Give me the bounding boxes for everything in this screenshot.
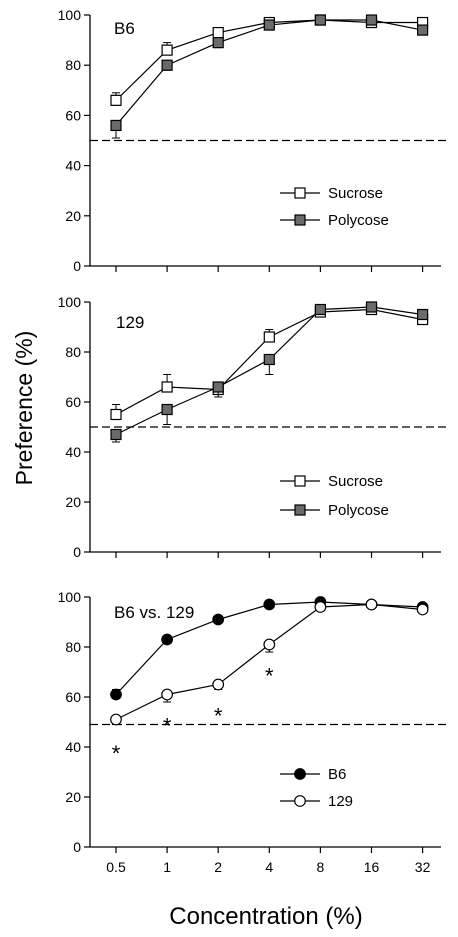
series-line — [115, 19, 423, 126]
marker-legend-1 — [294, 504, 306, 516]
marker-legend-0 — [294, 475, 306, 487]
panel-title: B6 vs. 129 — [114, 603, 194, 622]
marker-4 — [314, 303, 326, 316]
series-1 — [110, 301, 429, 443]
chart-panel-2: 0 20 40 60 80 100 0.5 1 2 4 8 16 32 B6 vs. 129 B6 129 * *… — [58, 589, 446, 875]
x-tick-label: 0.5 — [106, 859, 126, 875]
y-tick-label: 80 — [65, 57, 81, 73]
marker-1 — [161, 688, 174, 701]
marker-1 — [161, 403, 173, 416]
y-tick-label: 20 — [65, 494, 81, 510]
x-tick-label: 4 — [265, 859, 273, 875]
marker-2 — [212, 381, 224, 393]
marker-1 — [161, 44, 173, 56]
series-1 — [110, 598, 429, 726]
y-tick-label: 0 — [73, 544, 81, 560]
marker-2 — [212, 613, 225, 626]
marker-6 — [416, 603, 429, 616]
marker-1 — [161, 381, 173, 393]
marker-3 — [263, 353, 275, 366]
y-tick-label: 80 — [65, 344, 81, 360]
y-tick-label: 100 — [58, 589, 82, 605]
chart-panel-1: 0 20 40 60 80 100 129 Sucrose Polycose — [58, 294, 446, 560]
marker-3 — [263, 19, 275, 31]
marker-4 — [314, 14, 326, 26]
significance-asterisk: * — [265, 664, 274, 689]
x-tick-label: 1 — [163, 859, 171, 875]
legend-label: B6 — [328, 766, 346, 783]
y-tick-label: 80 — [65, 639, 81, 655]
marker-1 — [161, 633, 174, 646]
marker-legend-0 — [294, 187, 306, 199]
marker-2 — [212, 678, 225, 691]
marker-1 — [161, 59, 173, 71]
y-tick-label: 40 — [65, 739, 81, 755]
marker-0 — [110, 688, 122, 701]
marker-4 — [314, 601, 327, 613]
marker-6 — [417, 24, 429, 36]
significance-asterisk: * — [214, 704, 223, 729]
y-axis-label: Preference (%) — [11, 331, 37, 486]
marker-3 — [263, 331, 275, 343]
panel-title: B6 — [114, 19, 135, 38]
marker-legend-1 — [294, 214, 306, 226]
marker-5 — [365, 598, 378, 611]
legend-label: Sucrose — [328, 185, 383, 202]
x-tick-label: 16 — [364, 859, 380, 875]
chart-panels: 020406080100B6SucrosePolycose02040608010… — [58, 7, 446, 875]
y-tick-label: 40 — [65, 158, 81, 174]
marker-0 — [110, 713, 122, 726]
y-tick-label: 60 — [65, 394, 81, 410]
marker-0 — [110, 119, 122, 132]
chart-panel-0: 0 20 40 60 80 100 B6 Sucrose Polycose — [58, 7, 446, 274]
y-tick-label: 20 — [65, 789, 81, 805]
y-tick-label: 0 — [73, 839, 81, 855]
marker-3 — [263, 638, 276, 651]
y-tick-label: 100 — [58, 7, 82, 23]
y-tick-label: 60 — [65, 689, 81, 705]
marker-2 — [212, 26, 224, 39]
x-tick-label: 8 — [317, 859, 325, 875]
legend-label: Sucrose — [328, 473, 383, 490]
marker-legend-1 — [294, 795, 306, 807]
marker-5 — [365, 14, 378, 26]
legend-label: 129 — [328, 793, 353, 810]
significance-asterisk: * — [163, 714, 172, 739]
marker-3 — [263, 598, 276, 611]
y-tick-label: 60 — [65, 107, 81, 123]
y-tick-label: 100 — [58, 294, 82, 310]
panel-title: 129 — [116, 313, 144, 332]
marker-6 — [417, 308, 429, 321]
marker-0 — [110, 94, 122, 106]
marker-2 — [212, 37, 224, 49]
x-axis-label: Concentration (%) — [169, 903, 362, 930]
y-tick-label: 0 — [73, 258, 81, 274]
marker-0 — [110, 428, 122, 441]
marker-0 — [110, 408, 122, 421]
marker-5 — [365, 301, 378, 313]
series-1 — [110, 14, 429, 139]
legend-label: Polycose — [328, 502, 389, 519]
significance-asterisk: * — [112, 741, 121, 766]
legend-label: Polycose — [328, 212, 389, 229]
y-tick-label: 20 — [65, 208, 81, 224]
marker-legend-0 — [294, 768, 306, 780]
y-tick-label: 40 — [65, 444, 81, 460]
x-tick-label: 32 — [415, 859, 431, 875]
x-tick-label: 2 — [214, 859, 222, 875]
